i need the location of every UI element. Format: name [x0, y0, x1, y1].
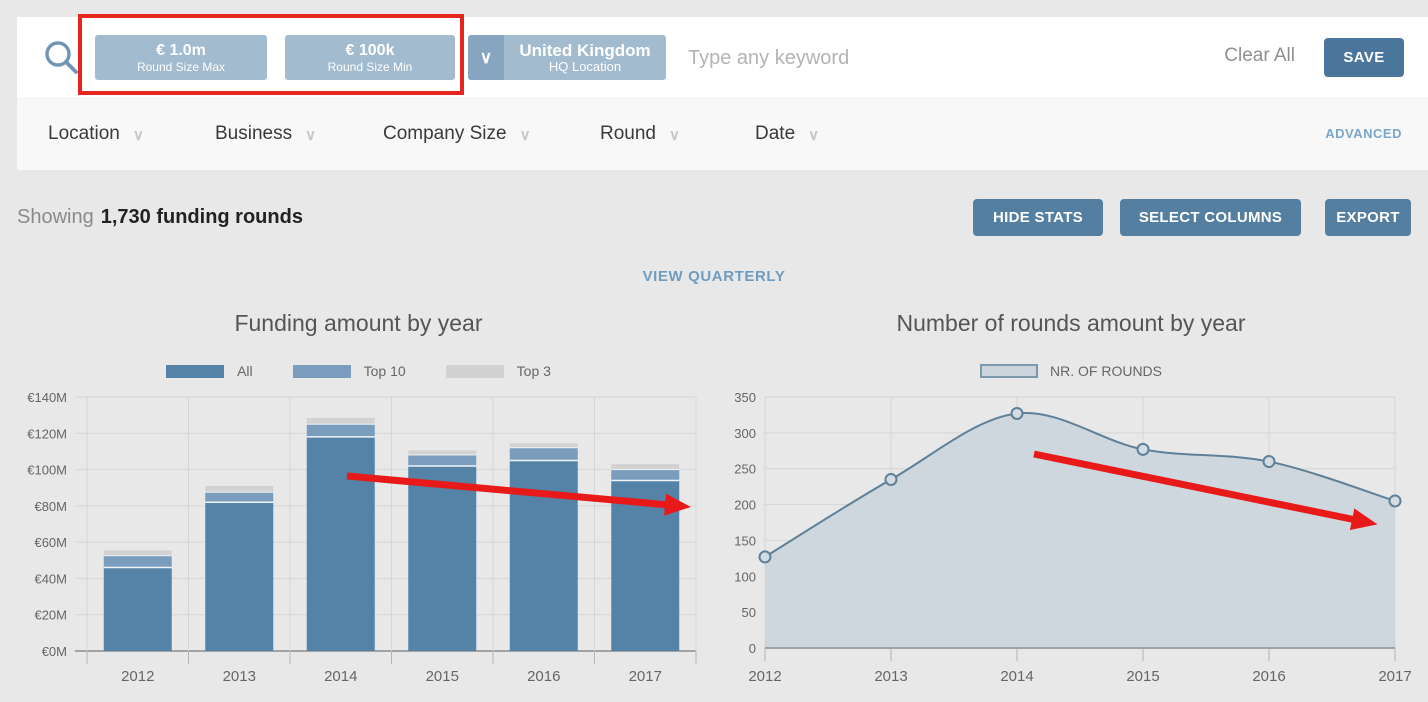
keyword-search-input[interactable] [688, 41, 1048, 75]
svg-text:100: 100 [734, 569, 756, 584]
hq-location-chip[interactable]: ∨ United Kingdom HQ Location [468, 35, 666, 80]
number-of-rounds-area-chart: 0 50 100 150 200 250 300 350 2012 2013 2014 2015 201… [734, 390, 1411, 685]
filter-tab-label: Round [600, 122, 656, 144]
svg-text:50: 50 [742, 605, 756, 620]
chevron-down-icon[interactable]: ∨ [468, 35, 504, 80]
hq-location-value: United Kingdom [519, 41, 651, 60]
svg-text:200: 200 [734, 498, 756, 513]
legend-swatch-top10 [292, 364, 351, 378]
select-columns-button[interactable]: SELECT COLUMNS [1120, 199, 1301, 236]
search-filter-bar: € 1.0m Round Size Max € 100k Round Size … [17, 17, 1428, 97]
legend-swatch-all [166, 364, 225, 378]
svg-text:300: 300 [734, 426, 756, 441]
advanced-link[interactable]: ADVANCED [1325, 126, 1402, 141]
svg-text:2015: 2015 [426, 668, 459, 685]
svg-text:2016: 2016 [1252, 668, 1285, 685]
svg-text:2012: 2012 [748, 668, 781, 685]
chevron-glyph: ∨ [479, 47, 493, 67]
legend-swatch-rounds [980, 364, 1038, 378]
filter-tab-business[interactable]: Business ∨ [215, 97, 316, 170]
svg-text:2016: 2016 [527, 668, 560, 685]
chevron-down-icon: ∨ [305, 127, 317, 144]
svg-text:0: 0 [749, 641, 756, 656]
filter-tab-label: Company Size [383, 122, 507, 144]
legend-item-all: All [166, 363, 253, 379]
svg-text:2017: 2017 [1378, 668, 1411, 685]
chevron-down-icon: ∨ [132, 127, 144, 144]
filter-tab-label: Business [215, 122, 293, 144]
results-summary: Showing 1,730 funding rounds [17, 199, 303, 236]
chevron-down-icon: ∨ [519, 127, 531, 144]
svg-text:€60M: €60M [34, 535, 67, 550]
right-chart-title: Number of rounds amount by year [896, 310, 1246, 336]
svg-text:€40M: €40M [34, 571, 67, 586]
right-chart-legend: NR. OF ROUNDS [714, 363, 1428, 379]
svg-text:2014: 2014 [324, 668, 357, 685]
filter-tabs-row: Location ∨ Business ∨ Company Size ∨ Rou… [17, 97, 1428, 170]
legend-label-top10: Top 10 [363, 363, 406, 379]
chevron-down-icon: ∨ [808, 127, 820, 144]
filter-tab-label: Location [48, 122, 120, 144]
svg-text:350: 350 [734, 390, 756, 405]
hq-location-chip-body: United Kingdom HQ Location [504, 35, 666, 80]
search-icon[interactable] [42, 38, 80, 76]
left-chart-legend: All Top 10 Top 3 [17, 363, 700, 379]
filter-tab-company-size[interactable]: Company Size ∨ [383, 97, 531, 170]
round-size-max-chip[interactable]: € 1.0m Round Size Max [95, 35, 267, 80]
filter-tab-round[interactable]: Round ∨ [600, 97, 680, 170]
filter-tab-date[interactable]: Date ∨ [755, 97, 819, 170]
svg-text:€120M: €120M [27, 426, 67, 441]
svg-text:250: 250 [734, 462, 756, 477]
svg-text:2017: 2017 [629, 668, 662, 685]
view-quarterly-link[interactable]: VIEW QUARTERLY [642, 268, 786, 285]
round-size-max-value: € 1.0m [156, 42, 206, 59]
chevron-down-icon: ∨ [669, 127, 680, 144]
hide-stats-button[interactable]: HIDE STATS [973, 199, 1103, 236]
svg-text:2014: 2014 [1000, 668, 1033, 685]
svg-text:€80M: €80M [34, 499, 67, 514]
save-button[interactable]: SAVE [1324, 38, 1404, 77]
svg-text:€0M: €0M [42, 644, 67, 659]
round-size-min-label: Round Size Min [327, 60, 413, 74]
results-header: Showing 1,730 funding rounds HIDE STATS … [17, 199, 1428, 236]
hq-location-label: HQ Location [548, 59, 622, 74]
svg-text:2015: 2015 [1126, 668, 1159, 685]
export-button[interactable]: EXPORT [1325, 199, 1411, 236]
clear-all-link[interactable]: Clear All [1224, 45, 1295, 66]
legend-item-top3: Top 3 [445, 363, 551, 379]
legend-label-rounds: NR. OF ROUNDS [1050, 363, 1162, 379]
legend-label-all: All [237, 363, 253, 379]
svg-text:€20M: €20M [34, 608, 67, 623]
legend-label-top3: Top 3 [516, 363, 551, 379]
left-chart-title: Funding amount by year [234, 310, 483, 336]
filter-tab-label: Date [755, 122, 796, 144]
round-size-min-value: € 100k [345, 42, 395, 59]
funding-amount-bar-chart: €0M €20M €40M €60M €80M €100M €120M €140M 2012 20… [27, 390, 697, 685]
svg-text:2013: 2013 [874, 668, 907, 685]
filter-tab-location[interactable]: Location ∨ [48, 97, 144, 170]
svg-text:€100M: €100M [27, 463, 67, 478]
svg-text:150: 150 [734, 533, 756, 548]
results-count: 1,730 funding rounds [100, 206, 303, 228]
round-size-min-chip[interactable]: € 100k Round Size Min [285, 35, 455, 80]
round-size-max-label: Round Size Max [136, 60, 226, 74]
showing-label: Showing [17, 206, 94, 228]
svg-text:2013: 2013 [223, 668, 256, 685]
legend-swatch-top3 [445, 364, 504, 378]
svg-text:2012: 2012 [121, 668, 154, 685]
svg-text:€140M: €140M [27, 390, 67, 405]
legend-item-top10: Top 10 [292, 363, 406, 379]
